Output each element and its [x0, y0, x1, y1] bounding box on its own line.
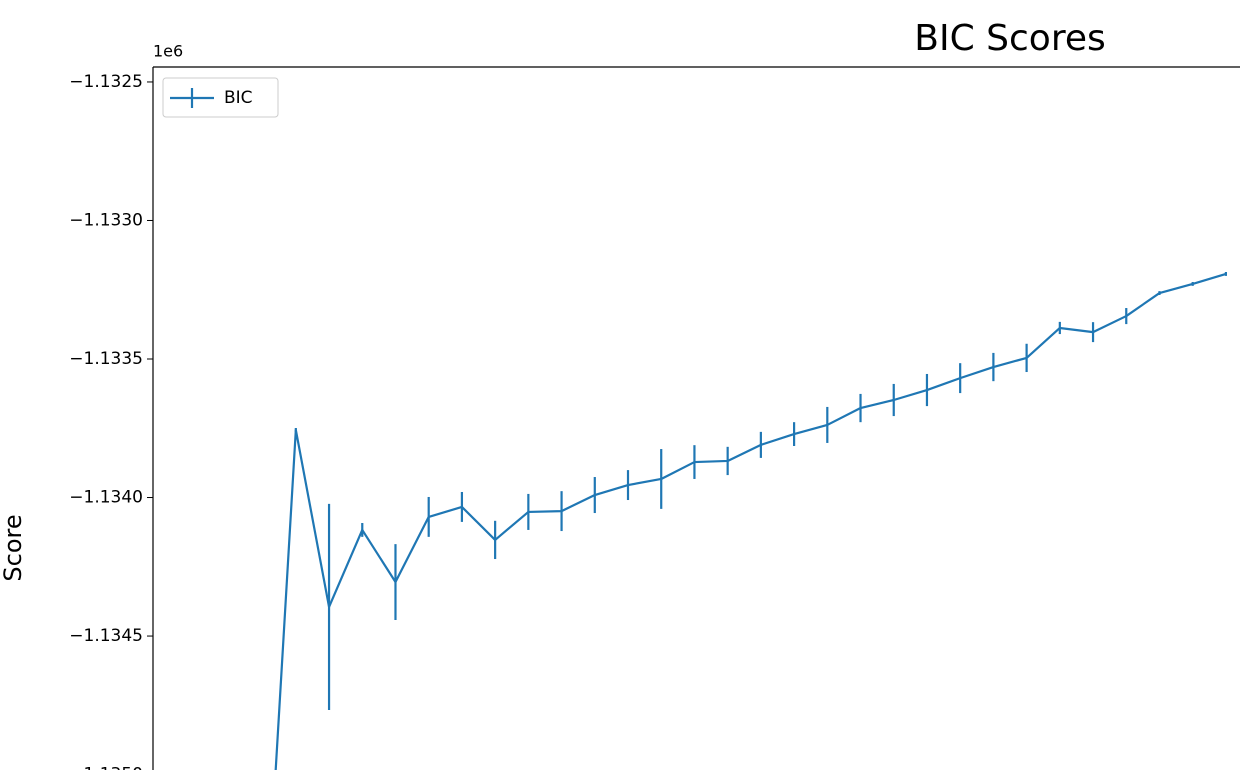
- legend-label: BIC: [224, 88, 253, 108]
- chart-title: BIC Scores: [914, 18, 1105, 59]
- y-tick-label: −1.1330: [69, 210, 143, 230]
- y-tick-label: −1.1350: [69, 765, 143, 770]
- y-tick-label: −1.1335: [69, 349, 143, 369]
- y-tick-label: −1.1325: [69, 72, 143, 92]
- y-axis-label: Score: [0, 514, 27, 581]
- legend: BIC: [162, 77, 279, 118]
- y-tick-label: −1.1345: [69, 626, 143, 646]
- axis-offset: 1e6: [153, 42, 183, 61]
- data-line: [274, 272, 1227, 770]
- y-tick-label: −1.1340: [69, 488, 143, 508]
